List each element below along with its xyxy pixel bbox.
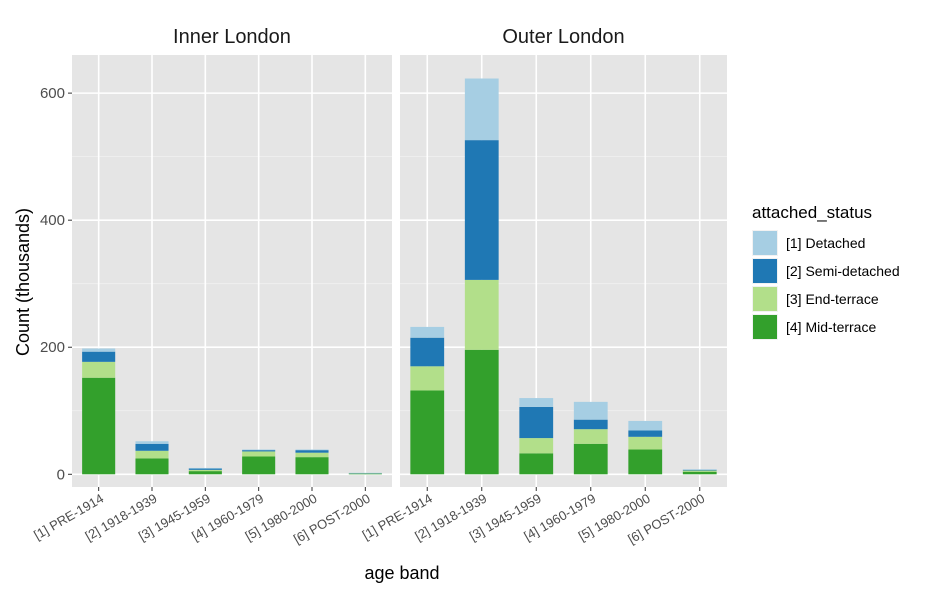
- facet-title: Inner London: [173, 26, 291, 48]
- bar-segment-1-detached: [410, 327, 444, 338]
- bar-segment-3-end-terrace: [189, 470, 222, 471]
- y-tick-label: 400: [40, 212, 65, 229]
- bar-segment-4-mid-terrace: [574, 444, 608, 474]
- bar-segment-4-mid-terrace: [410, 390, 444, 474]
- x-axis-title: age band: [364, 563, 439, 583]
- legend-label: [1] Detached: [786, 235, 865, 251]
- bar-segment-1-detached: [295, 450, 328, 451]
- legend-label: [4] Mid-terrace: [786, 319, 876, 335]
- bar-segment-4-mid-terrace: [135, 458, 168, 474]
- y-tick-label: 600: [40, 85, 65, 102]
- legend-label: [3] End-terrace: [786, 291, 879, 307]
- legend-swatch-4-mid-terrace: [753, 315, 777, 339]
- panel-background: [400, 55, 727, 487]
- bar-segment-4-mid-terrace: [349, 474, 382, 475]
- bar-segment-2-semi-detached: [135, 444, 168, 451]
- bar-segment-2-semi-detached: [410, 338, 444, 367]
- bar-segment-1-detached: [82, 349, 115, 352]
- bar-segment-1-detached: [189, 468, 222, 469]
- bar-segment-4-mid-terrace: [82, 378, 115, 475]
- bar-segment-4-mid-terrace: [465, 350, 499, 475]
- bar-segment-2-semi-detached: [189, 469, 222, 470]
- bar-segment-2-semi-detached: [574, 420, 608, 430]
- bar-segment-2-semi-detached: [683, 470, 717, 471]
- legend-title: attached_status: [752, 203, 872, 222]
- bar-segment-4-mid-terrace: [683, 472, 717, 475]
- legend-swatch-3-end-terrace: [753, 287, 777, 311]
- y-tick-label: 200: [40, 339, 65, 356]
- y-axis-title: Count (thousands): [13, 208, 33, 356]
- legend-swatch-1-detached: [753, 231, 777, 255]
- bar-segment-3-end-terrace: [465, 280, 499, 350]
- bar-segment-2-semi-detached: [519, 407, 553, 438]
- legend-label: [2] Semi-detached: [786, 263, 900, 279]
- bar-segment-4-mid-terrace: [628, 450, 662, 475]
- bar-segment-3-end-terrace: [519, 438, 553, 453]
- bar-segment-4-mid-terrace: [295, 457, 328, 474]
- panel-background: [72, 55, 392, 487]
- bar-segment-3-end-terrace: [242, 451, 275, 456]
- bar-segment-4-mid-terrace: [189, 471, 222, 474]
- bar-segment-2-semi-detached: [242, 450, 275, 451]
- bar-segment-3-end-terrace: [410, 366, 444, 390]
- bar-segment-2-semi-detached: [295, 450, 328, 453]
- legend-swatch-2-semi-detached: [753, 259, 777, 283]
- bar-segment-3-end-terrace: [135, 451, 168, 459]
- bar-segment-2-semi-detached: [82, 352, 115, 362]
- bar-segment-1-detached: [465, 79, 499, 141]
- bar-segment-3-end-terrace: [574, 429, 608, 444]
- bar-segment-3-end-terrace: [82, 362, 115, 378]
- panel-inner-london: Inner London[1] PRE-1914[2] 1918-1939[3]…: [31, 18, 392, 547]
- bar-segment-3-end-terrace: [683, 470, 717, 471]
- bar-segment-3-end-terrace: [295, 453, 328, 457]
- bar-segment-1-detached: [683, 469, 717, 470]
- bar-segment-1-detached: [574, 402, 608, 420]
- panel-outer-london: Outer London[1] PRE-1914[2] 1918-1939[3]…: [360, 18, 727, 547]
- bar-segment-2-semi-detached: [628, 430, 662, 436]
- bar-segment-2-semi-detached: [465, 140, 499, 280]
- bar-segment-1-detached: [519, 398, 553, 407]
- bar-segment-3-end-terrace: [628, 437, 662, 450]
- bar-segment-1-detached: [628, 421, 662, 431]
- y-tick-label: 0: [57, 466, 65, 483]
- facet-title: Outer London: [502, 26, 624, 48]
- bar-segment-4-mid-terrace: [519, 453, 553, 474]
- bar-segment-1-detached: [135, 441, 168, 444]
- bar-segment-1-detached: [242, 450, 275, 451]
- bar-segment-4-mid-terrace: [242, 457, 275, 475]
